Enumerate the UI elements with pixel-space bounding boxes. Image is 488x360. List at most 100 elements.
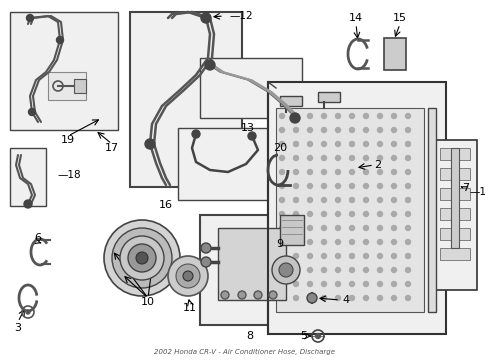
Circle shape bbox=[279, 141, 284, 147]
Circle shape bbox=[391, 184, 396, 189]
Circle shape bbox=[307, 296, 312, 301]
Circle shape bbox=[391, 211, 396, 216]
Circle shape bbox=[307, 253, 312, 258]
Circle shape bbox=[321, 282, 326, 287]
Circle shape bbox=[391, 170, 396, 175]
Circle shape bbox=[279, 263, 292, 277]
Circle shape bbox=[349, 141, 354, 147]
Circle shape bbox=[335, 113, 340, 118]
Circle shape bbox=[349, 127, 354, 132]
Bar bbox=[427, 108, 435, 312]
Circle shape bbox=[201, 13, 210, 23]
Circle shape bbox=[405, 211, 409, 216]
Circle shape bbox=[391, 113, 396, 118]
Circle shape bbox=[256, 240, 315, 300]
Circle shape bbox=[363, 296, 368, 301]
Circle shape bbox=[405, 267, 409, 273]
Bar bbox=[200, 215, 311, 325]
Text: 17: 17 bbox=[105, 143, 119, 153]
Circle shape bbox=[363, 225, 368, 230]
Circle shape bbox=[112, 228, 172, 288]
Circle shape bbox=[307, 198, 312, 202]
Circle shape bbox=[391, 267, 396, 273]
Circle shape bbox=[405, 170, 409, 175]
Circle shape bbox=[363, 113, 368, 118]
Circle shape bbox=[145, 139, 155, 149]
Bar bbox=[439, 228, 469, 240]
Circle shape bbox=[363, 184, 368, 189]
Circle shape bbox=[307, 267, 312, 273]
Text: 16: 16 bbox=[159, 200, 173, 210]
Circle shape bbox=[321, 267, 326, 273]
Text: 11: 11 bbox=[183, 303, 197, 313]
Circle shape bbox=[306, 293, 316, 303]
Circle shape bbox=[253, 291, 262, 299]
Circle shape bbox=[405, 156, 409, 161]
Circle shape bbox=[293, 127, 298, 132]
Circle shape bbox=[321, 113, 326, 118]
Circle shape bbox=[335, 127, 340, 132]
Circle shape bbox=[279, 113, 284, 118]
Circle shape bbox=[293, 267, 298, 273]
Bar bbox=[267, 82, 445, 334]
Circle shape bbox=[377, 267, 382, 273]
Bar bbox=[439, 168, 469, 180]
Circle shape bbox=[293, 184, 298, 189]
Bar bbox=[178, 128, 284, 200]
Circle shape bbox=[321, 239, 326, 244]
Circle shape bbox=[307, 184, 312, 189]
Circle shape bbox=[293, 141, 298, 147]
Circle shape bbox=[363, 127, 368, 132]
Circle shape bbox=[201, 257, 210, 267]
Text: 10: 10 bbox=[141, 297, 155, 307]
Circle shape bbox=[321, 211, 326, 216]
Circle shape bbox=[268, 291, 276, 299]
Circle shape bbox=[289, 113, 299, 123]
Circle shape bbox=[321, 170, 326, 175]
Circle shape bbox=[192, 130, 200, 138]
Circle shape bbox=[349, 282, 354, 287]
Circle shape bbox=[321, 141, 326, 147]
Bar bbox=[434, 140, 476, 290]
Bar bbox=[439, 188, 469, 200]
Bar bbox=[48, 72, 86, 100]
Circle shape bbox=[201, 243, 210, 253]
Circle shape bbox=[293, 113, 298, 118]
Circle shape bbox=[307, 225, 312, 230]
Circle shape bbox=[307, 170, 312, 175]
Text: —18: —18 bbox=[58, 170, 81, 180]
Circle shape bbox=[26, 14, 34, 22]
Circle shape bbox=[391, 225, 396, 230]
Circle shape bbox=[391, 127, 396, 132]
Circle shape bbox=[307, 113, 312, 118]
Circle shape bbox=[391, 156, 396, 161]
Circle shape bbox=[377, 198, 382, 202]
Circle shape bbox=[377, 225, 382, 230]
Circle shape bbox=[183, 271, 193, 281]
Text: 2002 Honda CR-V - Air Conditioner Hose, Discharge: 2002 Honda CR-V - Air Conditioner Hose, … bbox=[153, 349, 334, 355]
Circle shape bbox=[405, 253, 409, 258]
Circle shape bbox=[279, 211, 284, 216]
Bar bbox=[439, 208, 469, 220]
Circle shape bbox=[405, 239, 409, 244]
Text: —12: —12 bbox=[229, 11, 253, 21]
Circle shape bbox=[335, 253, 340, 258]
Circle shape bbox=[279, 296, 284, 301]
Circle shape bbox=[349, 198, 354, 202]
Bar bbox=[280, 96, 302, 106]
Circle shape bbox=[279, 282, 284, 287]
Circle shape bbox=[26, 310, 30, 314]
Circle shape bbox=[349, 225, 354, 230]
Circle shape bbox=[391, 239, 396, 244]
Circle shape bbox=[321, 156, 326, 161]
Circle shape bbox=[335, 170, 340, 175]
Bar bbox=[218, 228, 285, 300]
Circle shape bbox=[405, 127, 409, 132]
Circle shape bbox=[57, 36, 63, 44]
Circle shape bbox=[279, 127, 284, 132]
Circle shape bbox=[363, 141, 368, 147]
Circle shape bbox=[293, 198, 298, 202]
Text: 6: 6 bbox=[35, 233, 41, 243]
Circle shape bbox=[238, 291, 245, 299]
Bar bbox=[74, 79, 86, 93]
